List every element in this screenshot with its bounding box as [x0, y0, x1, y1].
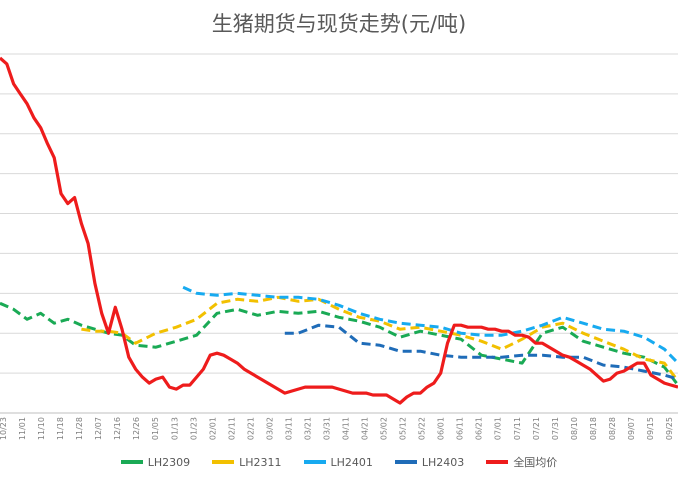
x-tick-label: 07/01: [494, 417, 503, 440]
x-tick-label: 01/13: [170, 417, 179, 440]
x-tick-label: 01/23: [189, 417, 198, 440]
x-tick-label: 04/21: [361, 417, 370, 440]
legend-label: LH2403: [421, 455, 465, 469]
legend-swatch: [394, 460, 417, 464]
legend: LH2309 LH2311 LH2401 LH2403 全国均价: [0, 454, 678, 470]
legend-label: 全国均价: [513, 456, 558, 469]
x-tick-label: 02/11: [227, 417, 236, 440]
x-tick-label: 08/10: [570, 417, 579, 440]
series-line-LH2403: [284, 323, 678, 381]
x-tick-label: 05/02: [380, 417, 389, 440]
x-tick-label: 09/25: [665, 417, 674, 440]
legend-label: LH2309: [147, 455, 191, 469]
x-tick-label: 05/12: [399, 417, 408, 440]
x-tick-label: 03/11: [284, 417, 293, 440]
gridlines: [0, 53, 678, 414]
legend-item: LH2311: [212, 454, 282, 470]
series-line-LH2309: [0, 301, 678, 387]
x-tick-labels: 10/23 11/01 11/10 11/18 11/28 12/07 12/16 12/26…: [0, 417, 674, 440]
x-tick-label: 12/07: [94, 417, 103, 440]
x-tick-label: 11/18: [56, 417, 65, 440]
legend-item: 全国均价: [486, 454, 557, 470]
series-line-LH2401: [182, 285, 678, 365]
x-tick-label: 06/01: [437, 417, 446, 440]
x-tick-label: 03/31: [323, 417, 332, 440]
x-tick-label: 09/07: [627, 417, 636, 440]
x-tick-label: 10/23: [0, 417, 8, 440]
x-tick-label: 03/02: [265, 417, 274, 440]
legend-label: LH2311: [239, 455, 282, 469]
x-tick-label: 08/18: [589, 417, 598, 440]
x-tick-label: 12/16: [113, 417, 122, 440]
x-tick-label: 07/21: [532, 417, 541, 440]
x-tick-label: 11/28: [75, 417, 84, 440]
x-tick-label: 08/28: [608, 417, 617, 440]
x-tick-label: 02/01: [208, 417, 217, 440]
legend-item: LH2401: [303, 454, 373, 470]
x-tick-label: 07/11: [513, 417, 522, 440]
chart-title: 生猪期货与现货走势(元/吨): [211, 12, 467, 36]
x-tick-label: 09/15: [646, 417, 655, 440]
x-tick-label: 12/26: [132, 417, 141, 440]
legend-swatch: [120, 460, 143, 464]
series-lines: [0, 56, 678, 405]
x-tick-label: 01/05: [151, 417, 160, 440]
legend-swatch: [212, 460, 235, 464]
legend-swatch: [303, 460, 326, 464]
legend-item: LH2309: [120, 454, 191, 470]
x-tick-label: 04/11: [342, 417, 351, 440]
x-tick-label: 11/01: [18, 417, 27, 440]
series-line-全国均价: [0, 56, 678, 405]
x-tick-label: 06/11: [456, 417, 465, 440]
legend-item: LH2403: [394, 454, 465, 470]
x-tick-label: 02/21: [246, 417, 255, 440]
legend-label: LH2401: [330, 455, 373, 469]
x-tick-label: 05/22: [418, 417, 427, 440]
x-tick-label: 03/21: [304, 417, 313, 440]
legend-swatch: [486, 460, 509, 464]
x-tick-label: 11/10: [37, 417, 46, 440]
x-tick-label: 06/21: [475, 417, 484, 440]
x-tick-label: 07/31: [551, 417, 560, 440]
